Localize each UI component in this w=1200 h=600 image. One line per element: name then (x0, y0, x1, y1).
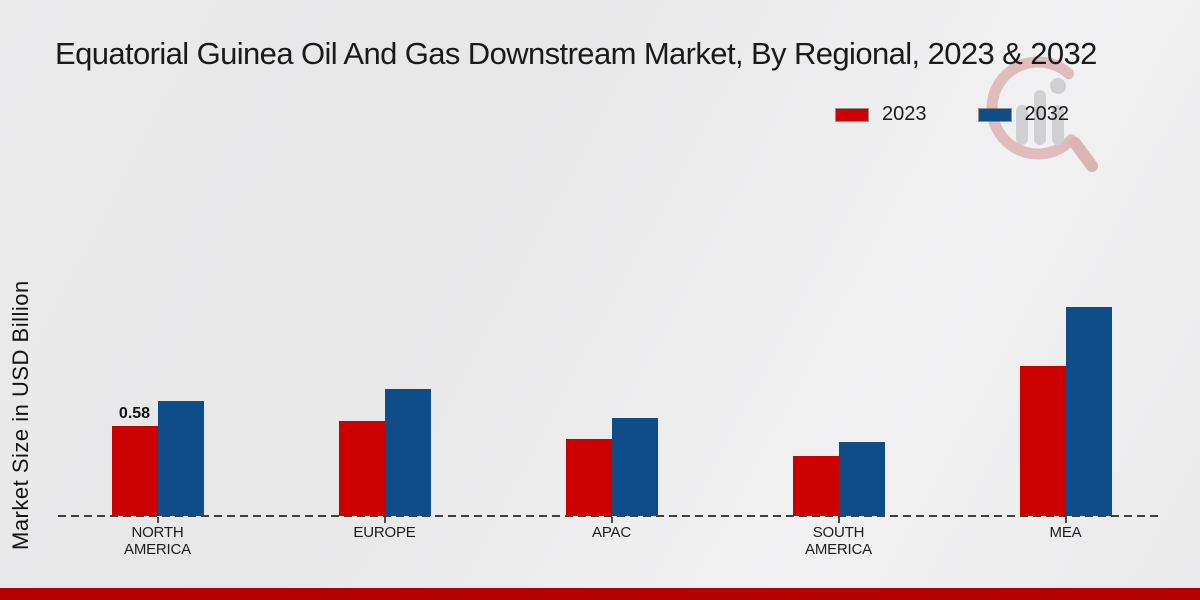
bar-value-label: 0.58 (118, 405, 151, 423)
legend-label-2032: 2032 (1024, 103, 1070, 125)
legend-label-2023: 2023 (882, 103, 927, 125)
x-tick-label-europe: EUROPE (353, 524, 416, 541)
y-axis-label: Market Size in USD Billion (8, 280, 33, 550)
legend-item-2023: 2023 (836, 103, 927, 126)
bar-2032-north-america (157, 401, 204, 516)
market-research-logo-icon (986, 56, 1098, 172)
x-tick-label-apac: APAC (592, 524, 631, 541)
x-axis-baseline (58, 515, 1162, 517)
bar-2023-north-america (111, 426, 158, 516)
legend-swatch-2032 (978, 108, 1011, 121)
x-tick-south-america (837, 517, 840, 523)
legend: 2023 2032 (836, 103, 1069, 126)
bar-2032-south-america (838, 441, 885, 516)
bar-2023-apac (565, 438, 612, 516)
x-tick-apac (610, 517, 613, 523)
bar-2032-apac (611, 418, 658, 516)
legend-swatch-2023 (836, 108, 868, 121)
footer-banner (0, 588, 1200, 600)
bar-2023-south-america (792, 455, 839, 516)
x-tick-europe (383, 517, 386, 523)
bar-2023-europe (338, 421, 385, 516)
bar-2032-europe (384, 388, 431, 516)
x-tick-label-mea: MEA (1049, 524, 1082, 541)
x-tick-label-south-america: SOUTH AMERICA (805, 524, 872, 558)
bar-2023-mea (1019, 365, 1066, 516)
x-tick-mea (1064, 517, 1067, 523)
chart-title: Equatorial Guinea Oil And Gas Downstream… (55, 36, 1097, 71)
legend-item-2032: 2032 (978, 103, 1070, 126)
bar-2032-mea (1065, 306, 1112, 516)
x-tick-north-america (156, 517, 159, 523)
x-tick-label-north-america: NORTH AMERICA (124, 524, 191, 558)
